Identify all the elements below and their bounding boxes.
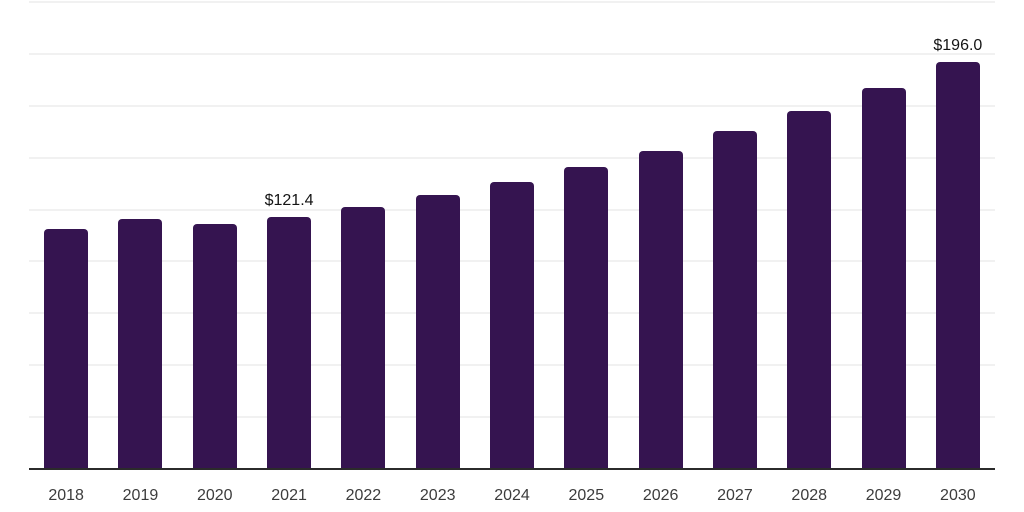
x-tick-label-2023: 2023 [419, 487, 456, 504]
x-tick-label-2027: 2027 [717, 487, 753, 504]
x-tick-label-2026: 2026 [642, 487, 679, 504]
bar-2021 [267, 217, 312, 469]
x-tick-label-2030: 2030 [940, 487, 976, 504]
bar-2026 [638, 151, 683, 469]
x-tick-label-2022: 2022 [345, 487, 382, 504]
bar-2028 [787, 111, 832, 469]
gridline-225 [29, 1, 995, 3]
x-tick-label-2024: 2024 [494, 487, 530, 504]
x-tick-label-2025: 2025 [568, 487, 605, 504]
bar-2024 [490, 182, 534, 469]
bar-2019 [118, 219, 163, 469]
value-label-2030: $196.0 [933, 37, 983, 55]
bar-2030 [935, 62, 980, 469]
value-label-2021: $121.4 [264, 192, 314, 210]
bar-2025 [564, 167, 609, 469]
x-tick-label-2018: 2018 [48, 487, 84, 504]
x-tick-label-2019: 2019 [122, 487, 159, 504]
bar-2023 [415, 195, 460, 469]
gridline-150 [29, 156, 995, 159]
bar-2020 [192, 224, 237, 469]
bar-2018 [44, 229, 89, 469]
bar-2027 [712, 131, 757, 469]
gridline-175 [29, 104, 995, 107]
x-axis-line [29, 468, 995, 470]
bar-2029 [861, 88, 906, 469]
gridline-200 [29, 52, 995, 55]
x-tick-label-2028: 2028 [791, 487, 828, 504]
x-tick-label-2021: 2021 [271, 487, 307, 504]
x-tick-label-2020: 2020 [196, 487, 233, 504]
bar-2022 [341, 206, 386, 469]
x-tick-label-2029: 2029 [865, 487, 902, 504]
